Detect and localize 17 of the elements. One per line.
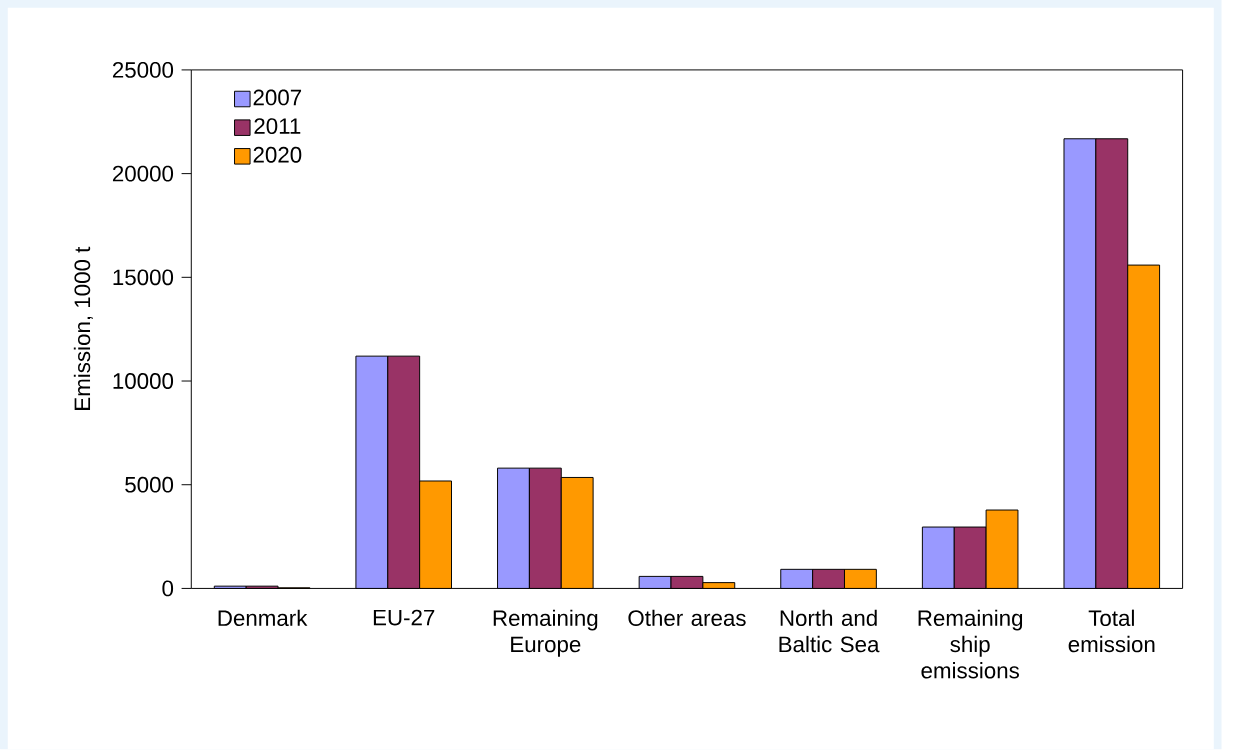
legend-label: 2007 <box>253 89 302 106</box>
y-axis-title: Emission, 1000 t <box>73 247 93 411</box>
legend-label: 2020 <box>253 147 302 163</box>
x-tick-label: Total emission <box>1068 609 1155 653</box>
y-tick-label: 15000 <box>113 269 174 286</box>
legend-label: 2011 <box>254 118 301 135</box>
x-tick-label: Remaining ship emissions <box>918 609 1023 679</box>
y-tick-label: 5000 <box>125 477 174 493</box>
x-tick-label: Denmark <box>218 609 308 627</box>
x-tick-label: Remaining Europe <box>493 609 598 657</box>
x-tick-label: North and Baltic Sea <box>779 609 880 653</box>
y-tick-label: 10000 <box>113 373 174 390</box>
x-tick-label: EU-27 <box>373 609 435 626</box>
x-tick-label: Other areas <box>628 609 746 627</box>
y-tick-label: 20000 <box>112 165 174 182</box>
y-tick-label: 25000 <box>112 62 174 78</box>
y-tick-label: 0 <box>162 580 174 597</box>
